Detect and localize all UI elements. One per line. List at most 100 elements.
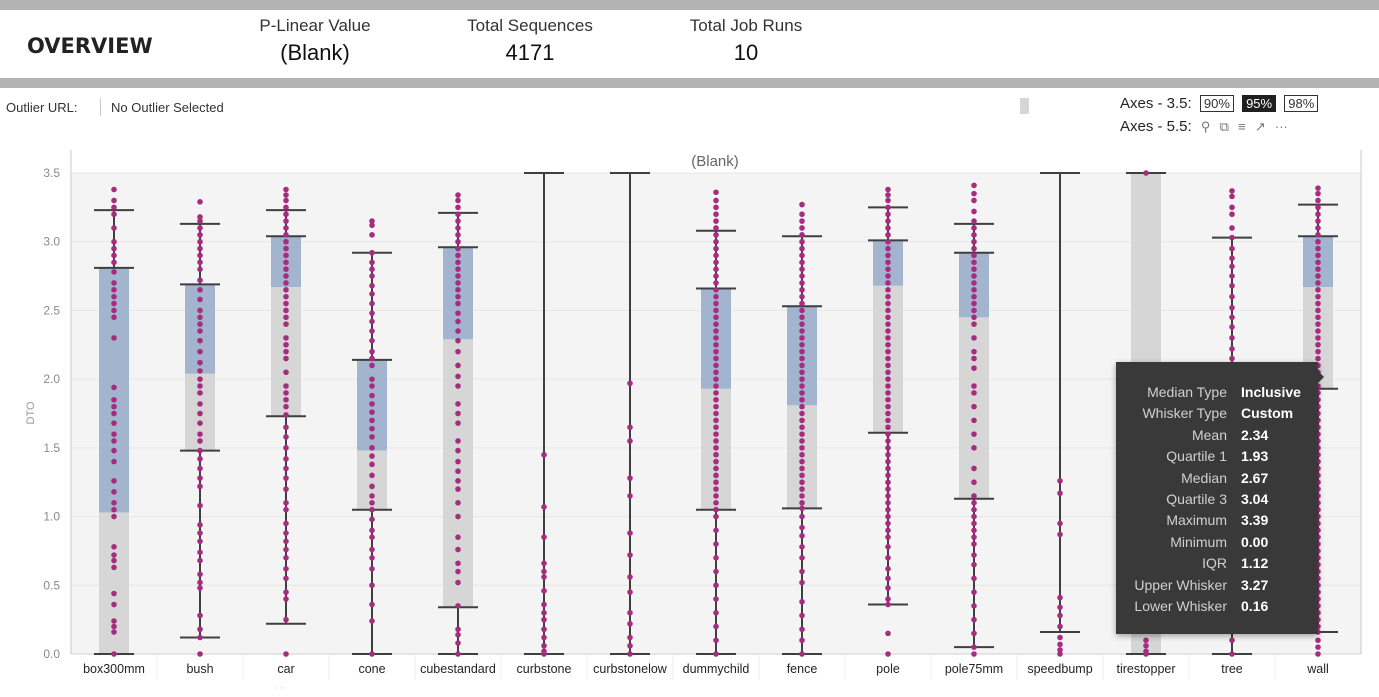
data-point xyxy=(799,259,805,266)
data-point xyxy=(283,186,289,193)
data-point xyxy=(369,417,375,424)
data-point xyxy=(283,335,289,341)
tooltip-key: Upper Whisker xyxy=(1134,576,1227,593)
more-options-icon[interactable]: ··· xyxy=(1274,119,1288,134)
data-point xyxy=(713,458,719,465)
data-point xyxy=(283,390,289,396)
data-point xyxy=(713,348,719,355)
data-point xyxy=(111,420,117,426)
data-point xyxy=(971,644,977,650)
outlier-url-value[interactable]: No Outlier Selected xyxy=(111,100,224,115)
data-point xyxy=(1315,341,1321,348)
data-point xyxy=(369,565,375,572)
data-point xyxy=(713,341,719,348)
data-point xyxy=(885,465,891,472)
box-curbstonelow xyxy=(610,172,650,657)
data-point xyxy=(799,513,805,520)
data-point xyxy=(369,249,375,256)
data-point xyxy=(885,232,891,238)
data-point xyxy=(1315,280,1321,286)
data-point xyxy=(1057,490,1063,497)
data-point xyxy=(713,609,719,616)
data-point xyxy=(369,291,375,297)
x-tick-label: tirestopper xyxy=(1116,662,1175,676)
tooltip-table: Median Type Inclusive Whisker Type Custom Me… xyxy=(1116,382,1301,617)
data-point xyxy=(713,252,719,259)
data-point xyxy=(455,362,461,369)
axes-90-button[interactable]: 90% xyxy=(1199,95,1234,112)
data-point xyxy=(799,465,805,472)
tooltip-key: Median Type xyxy=(1147,384,1227,400)
data-point xyxy=(885,348,891,355)
data-point xyxy=(713,328,719,334)
data-point xyxy=(1143,170,1149,176)
data-point xyxy=(455,626,461,633)
data-point xyxy=(885,479,891,486)
tooltip-row: Mean 2.34 xyxy=(1116,425,1301,446)
data-point xyxy=(1315,321,1321,327)
data-point xyxy=(369,362,375,369)
overview-header: OVERVIEW P-Linear Value (Blank) Total Se… xyxy=(0,10,1379,78)
data-point xyxy=(111,564,117,571)
data-point xyxy=(1315,307,1321,314)
slicer-scroll-handle[interactable] xyxy=(1020,98,1029,114)
data-point xyxy=(197,348,203,355)
data-point xyxy=(197,214,203,220)
data-point xyxy=(369,555,375,561)
data-point xyxy=(799,238,805,245)
data-point xyxy=(369,527,375,534)
data-point xyxy=(799,410,805,417)
data-point xyxy=(1229,637,1235,644)
data-point xyxy=(541,609,547,616)
filter-icon[interactable]: ≡ xyxy=(1238,119,1246,134)
axes-98-button[interactable]: 98% xyxy=(1284,95,1319,112)
data-point xyxy=(369,222,375,229)
data-point xyxy=(111,211,117,218)
data-point xyxy=(713,383,719,389)
data-point xyxy=(885,259,891,266)
data-point xyxy=(1229,188,1235,194)
data-point xyxy=(369,601,375,608)
axes-95-button[interactable]: 95% xyxy=(1242,95,1277,112)
data-point xyxy=(1057,478,1063,484)
data-point xyxy=(799,225,805,231)
data-point xyxy=(283,403,289,410)
box-curbstone xyxy=(524,172,564,657)
data-point xyxy=(111,544,117,550)
data-point xyxy=(197,328,203,334)
data-point xyxy=(971,300,977,307)
data-point xyxy=(1315,273,1321,279)
x-tick-label: fence xyxy=(787,662,818,676)
copy-icon[interactable]: ⧉ xyxy=(1219,119,1229,134)
tooltip-value: 3.27 xyxy=(1241,576,1269,593)
data-point xyxy=(971,479,977,486)
data-point xyxy=(455,579,461,586)
data-point xyxy=(627,651,633,657)
pin-icon[interactable]: ⚲ xyxy=(1200,119,1211,134)
x-tick-label: car xyxy=(277,662,294,676)
data-point xyxy=(1057,531,1063,538)
data-point xyxy=(197,314,203,321)
data-point xyxy=(197,225,203,231)
data-point xyxy=(799,245,805,252)
data-point xyxy=(713,293,719,300)
data-point xyxy=(713,232,719,238)
data-point xyxy=(197,287,203,293)
data-point xyxy=(713,472,719,479)
axes-5-5-control: Axes - 5.5: ⚲ ⧉ ≡ ↗ ··· xyxy=(1120,118,1288,135)
data-point xyxy=(1229,355,1235,362)
data-point xyxy=(713,211,719,218)
data-point xyxy=(971,365,977,371)
data-point xyxy=(197,585,203,591)
data-point xyxy=(713,568,719,575)
data-point xyxy=(885,565,891,572)
data-point xyxy=(627,475,633,481)
data-point xyxy=(885,575,891,582)
data-point xyxy=(627,642,633,649)
data-point xyxy=(971,355,977,362)
data-point xyxy=(971,520,977,527)
data-point xyxy=(111,506,117,513)
data-point xyxy=(369,409,375,415)
data-point xyxy=(197,579,203,586)
focus-mode-icon[interactable]: ↗ xyxy=(1254,119,1266,134)
